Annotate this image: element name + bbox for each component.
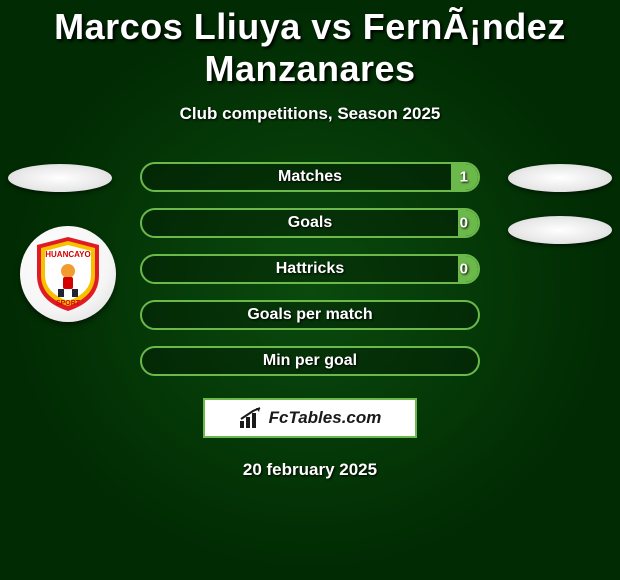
right-player-ellipse-1 bbox=[508, 164, 612, 192]
badge-text-top: HUANCAYO bbox=[45, 250, 91, 259]
stat-value-right: 0 bbox=[460, 215, 468, 232]
stat-bar: Goals 0 bbox=[140, 208, 480, 238]
huancayo-shield-icon: HUANCAYO SPORT bbox=[33, 235, 103, 313]
stat-bars: Matches 1 Goals 0 Hattricks 0 Goals per match M… bbox=[140, 162, 480, 376]
stat-value-right: 1 bbox=[460, 169, 468, 186]
stat-value-right: 0 bbox=[460, 261, 468, 278]
badge-text-bottom: SPORT bbox=[56, 300, 81, 307]
stat-label: Goals bbox=[288, 214, 332, 232]
stat-label: Hattricks bbox=[276, 260, 344, 278]
chart-icon bbox=[239, 407, 263, 429]
subtitle: Club competitions, Season 2025 bbox=[0, 104, 620, 124]
stat-label: Matches bbox=[278, 168, 342, 186]
stat-bar: Hattricks 0 bbox=[140, 254, 480, 284]
date-label: 20 february 2025 bbox=[0, 460, 620, 480]
comparison-panel: HUANCAYO SPORT Matches1Goals0Hattricks0G… bbox=[0, 162, 620, 480]
page-title: Marcos Lliuya vs FernÃ¡ndez Manzanares bbox=[0, 0, 620, 90]
left-player-ellipse-1 bbox=[8, 164, 112, 192]
stat-bar: Goals per match bbox=[140, 300, 480, 330]
brand-text: FcTables.com bbox=[269, 408, 382, 428]
stat-bar: Min per goal bbox=[140, 346, 480, 376]
stat-label: Min per goal bbox=[263, 352, 357, 370]
brand-box[interactable]: FcTables.com bbox=[203, 398, 417, 438]
left-club-badge: HUANCAYO SPORT bbox=[20, 226, 116, 322]
stat-label: Goals per match bbox=[247, 306, 372, 324]
stat-bar: Matches 1 bbox=[140, 162, 480, 192]
right-player-ellipse-2 bbox=[508, 216, 612, 244]
